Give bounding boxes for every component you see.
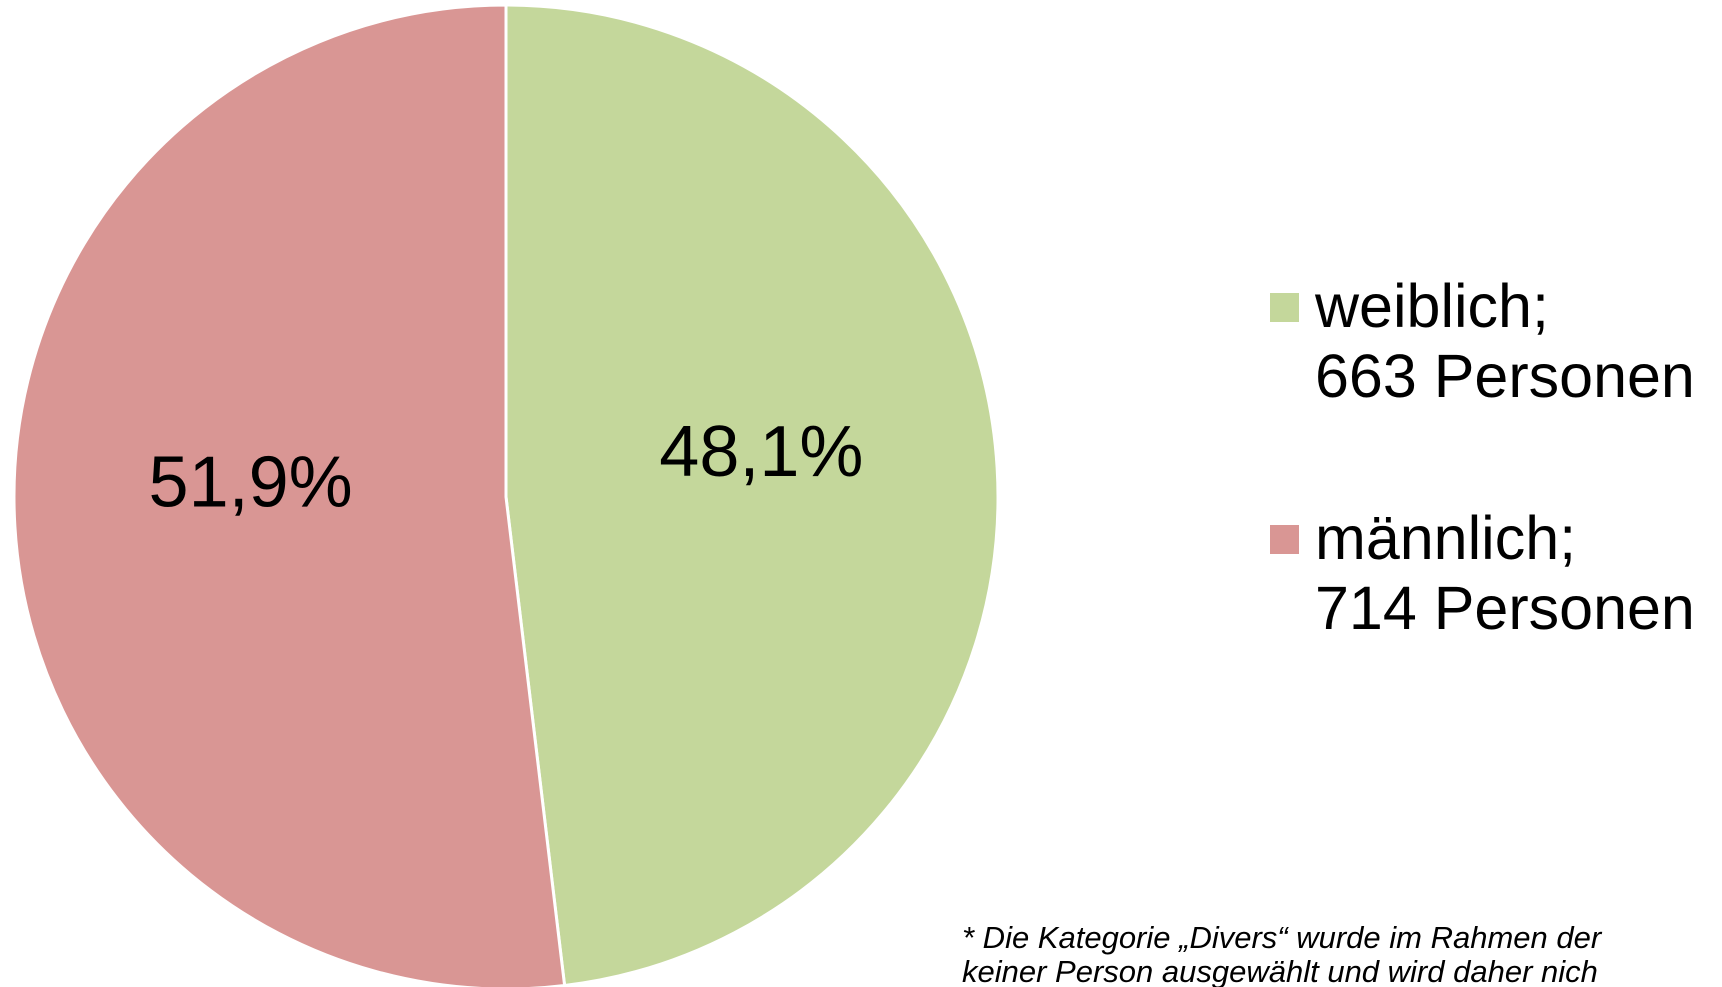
legend-label: weiblich; bbox=[1314, 272, 1549, 340]
legend-swatch bbox=[1270, 293, 1299, 322]
legend-label: männlich; bbox=[1315, 504, 1576, 572]
legend-count: 714 Personen bbox=[1315, 574, 1695, 642]
footnote: * Die Kategorie „Divers“ wurde im Rahmen… bbox=[962, 920, 1603, 955]
pie-slice bbox=[12, 3, 567, 987]
legend-swatch bbox=[1270, 525, 1299, 554]
legend-count: 663 Personen bbox=[1315, 342, 1695, 410]
data-label: 48,1% bbox=[659, 412, 863, 492]
pie-slice bbox=[504, 3, 1000, 987]
data-label: 51,9% bbox=[149, 442, 353, 522]
footnote: keiner Person ausgewählt und wird daher … bbox=[962, 954, 1598, 987]
